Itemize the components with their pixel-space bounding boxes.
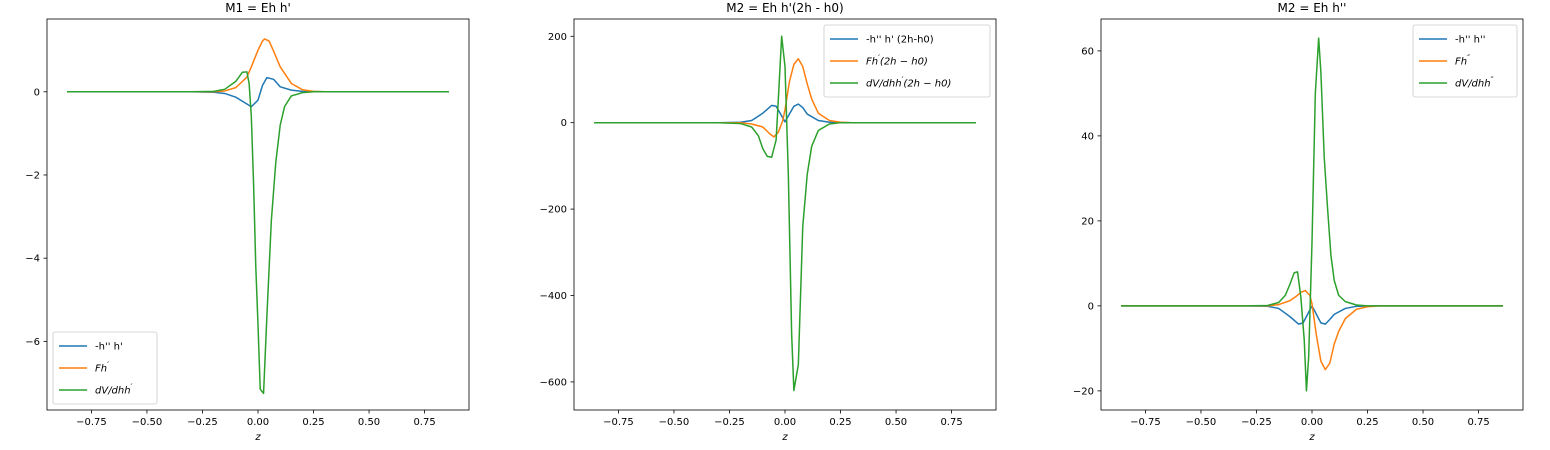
x-tick-label: −0.25 bbox=[187, 417, 218, 428]
y-tick-label: 200 bbox=[548, 32, 567, 43]
y-tick-label: −200 bbox=[540, 205, 567, 216]
y-tick-label: 0 bbox=[1088, 301, 1094, 312]
legend-label-2: Fh′(2h − h0) bbox=[866, 54, 928, 68]
x-axis-label: z bbox=[781, 432, 788, 443]
x-tick-label: −0.75 bbox=[603, 417, 634, 428]
x-tick-label: 0.00 bbox=[1301, 417, 1323, 428]
x-tick-label: 0.75 bbox=[940, 417, 962, 428]
chart-title: M2 = Eh h'' bbox=[1278, 1, 1347, 15]
legend-label-3: dV/dhh′(2h − h0) bbox=[866, 76, 951, 90]
chart-panel-2: M2 = Eh h'(2h - h0) −0.75 −0.50 −0.25 0.00 0.… bbox=[540, 1, 997, 443]
x-tick-label: −0.75 bbox=[76, 417, 107, 428]
x-tick-label: −0.25 bbox=[714, 417, 745, 428]
chart-panel-3: M2 = Eh h'' −0.75 −0.50 −0.25 0.00 0.25 0.50 0.… bbox=[1073, 1, 1524, 443]
x-tick-label: 0.00 bbox=[247, 417, 269, 428]
y-tick-label: −600 bbox=[540, 377, 567, 388]
series-line-1 bbox=[66, 76, 450, 108]
x-tick-label: 0.75 bbox=[413, 417, 435, 428]
chart-panel-1: M1 = Eh h' −0.75 −0.50 −0.25 0.00 0.25 0.50 0.7… bbox=[25, 1, 470, 443]
x-tick-label: −0.25 bbox=[1241, 417, 1272, 428]
legend: -h'' h' (2h-h0) Fh′(2h − h0) dV/dhh′(2h − … bbox=[823, 24, 991, 98]
legend-box bbox=[823, 24, 991, 98]
series-line-2 bbox=[593, 58, 977, 138]
x-axis-label: z bbox=[254, 432, 261, 443]
x-tick-label: −0.50 bbox=[1186, 417, 1217, 428]
x-tick-label: 0.25 bbox=[1356, 417, 1378, 428]
y-tick-label: 60 bbox=[1081, 46, 1094, 57]
x-tick-label: −0.50 bbox=[132, 417, 163, 428]
series-line-3 bbox=[593, 35, 977, 392]
series-line-3 bbox=[1120, 37, 1504, 392]
chart-title: M1 = Eh h' bbox=[225, 1, 291, 15]
legend: -h'' h' Fh′ dV/dhh′ bbox=[52, 331, 158, 405]
legend-box bbox=[52, 331, 158, 405]
legend: -h'' h'' Fh″ dV/dhh″ bbox=[1412, 24, 1518, 98]
legend-box bbox=[1412, 24, 1518, 98]
x-axis-label: z bbox=[1308, 432, 1315, 443]
y-tick-label: −4 bbox=[25, 254, 40, 265]
x-tick-label: 0.75 bbox=[1467, 417, 1489, 428]
y-tick-label: 20 bbox=[1081, 216, 1094, 227]
y-tick-label: 0 bbox=[34, 87, 40, 98]
y-tick-label: −400 bbox=[540, 291, 567, 302]
legend-label-2: Fh″ bbox=[1455, 54, 1470, 68]
y-tick-label: 40 bbox=[1081, 131, 1094, 142]
x-tick-label: 0.50 bbox=[1412, 417, 1434, 428]
x-tick-label: 0.00 bbox=[774, 417, 796, 428]
legend-label-1: -h'' h'' bbox=[1455, 35, 1485, 46]
legend-label-1: -h'' h' (2h-h0) bbox=[866, 35, 934, 46]
series-line-2 bbox=[1120, 289, 1504, 371]
y-tick-label: 0 bbox=[561, 118, 567, 129]
legend-label-2: Fh′ bbox=[95, 361, 109, 375]
x-tick-label: 0.50 bbox=[358, 417, 380, 428]
y-tick-label: −2 bbox=[25, 170, 40, 181]
chart-title: M2 = Eh h'(2h - h0) bbox=[726, 1, 843, 15]
x-tick-label: 0.25 bbox=[302, 417, 324, 428]
y-tick-label: −6 bbox=[25, 337, 40, 348]
x-tick-label: −0.50 bbox=[659, 417, 690, 428]
x-tick-label: 0.50 bbox=[885, 417, 907, 428]
x-tick-label: −0.75 bbox=[1130, 417, 1161, 428]
series-line-2 bbox=[66, 38, 450, 93]
y-tick-label: −20 bbox=[1073, 386, 1094, 397]
legend-label-3: dV/dhh′ bbox=[95, 383, 133, 397]
series-line-3 bbox=[66, 71, 450, 395]
x-tick-label: 0.25 bbox=[829, 417, 851, 428]
legend-label-1: -h'' h' bbox=[95, 342, 123, 353]
series-line-1 bbox=[1120, 305, 1504, 325]
legend-label-3: dV/dhh″ bbox=[1455, 76, 1494, 90]
